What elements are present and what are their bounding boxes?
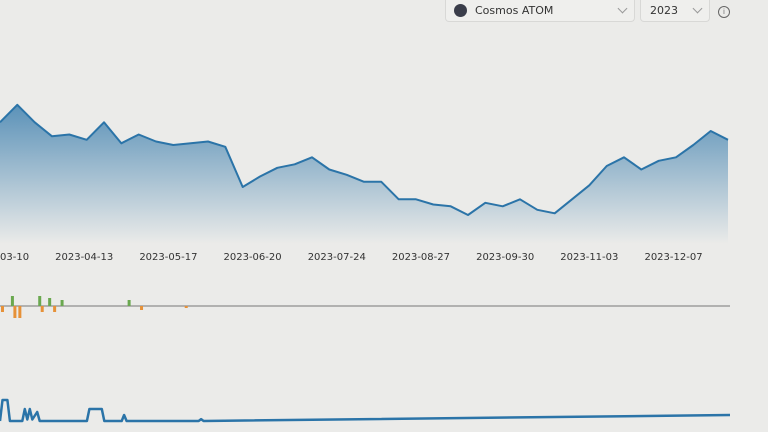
bar	[48, 298, 52, 306]
bar	[53, 306, 57, 312]
area-fill	[0, 104, 728, 244]
info-icon[interactable]: i	[718, 6, 730, 18]
bar	[10, 296, 14, 306]
bar	[127, 300, 131, 306]
asset-select[interactable]: Cosmos ATOM	[445, 0, 635, 22]
activity-line	[0, 398, 731, 423]
bar	[40, 306, 44, 312]
x-tick-label: 2023-07-24	[308, 252, 366, 263]
x-tick-label: 2023-09-30	[476, 252, 534, 263]
x-tick-label: 2023-05-17	[139, 252, 197, 263]
price-line	[0, 103, 729, 216]
bar	[140, 306, 144, 310]
year-label: 2023	[650, 4, 678, 17]
coin-icon	[454, 4, 467, 17]
bar	[18, 306, 22, 318]
bar	[13, 306, 17, 318]
x-tick-label: 2023-03-10	[0, 252, 29, 263]
x-tick-label: 2023-08-27	[392, 252, 450, 263]
bar	[38, 296, 42, 306]
bar	[184, 306, 188, 308]
x-tick-label: 2023-06-20	[224, 252, 282, 263]
x-tick-label: 2023-04-13	[55, 252, 113, 263]
year-select[interactable]: 2023	[640, 0, 710, 22]
bar	[0, 306, 4, 312]
x-tick-label: 2023-11-03	[560, 252, 618, 263]
bar	[60, 300, 64, 306]
asset-label: Cosmos ATOM	[475, 4, 554, 17]
x-tick-label: 2023-12-07	[644, 252, 702, 263]
